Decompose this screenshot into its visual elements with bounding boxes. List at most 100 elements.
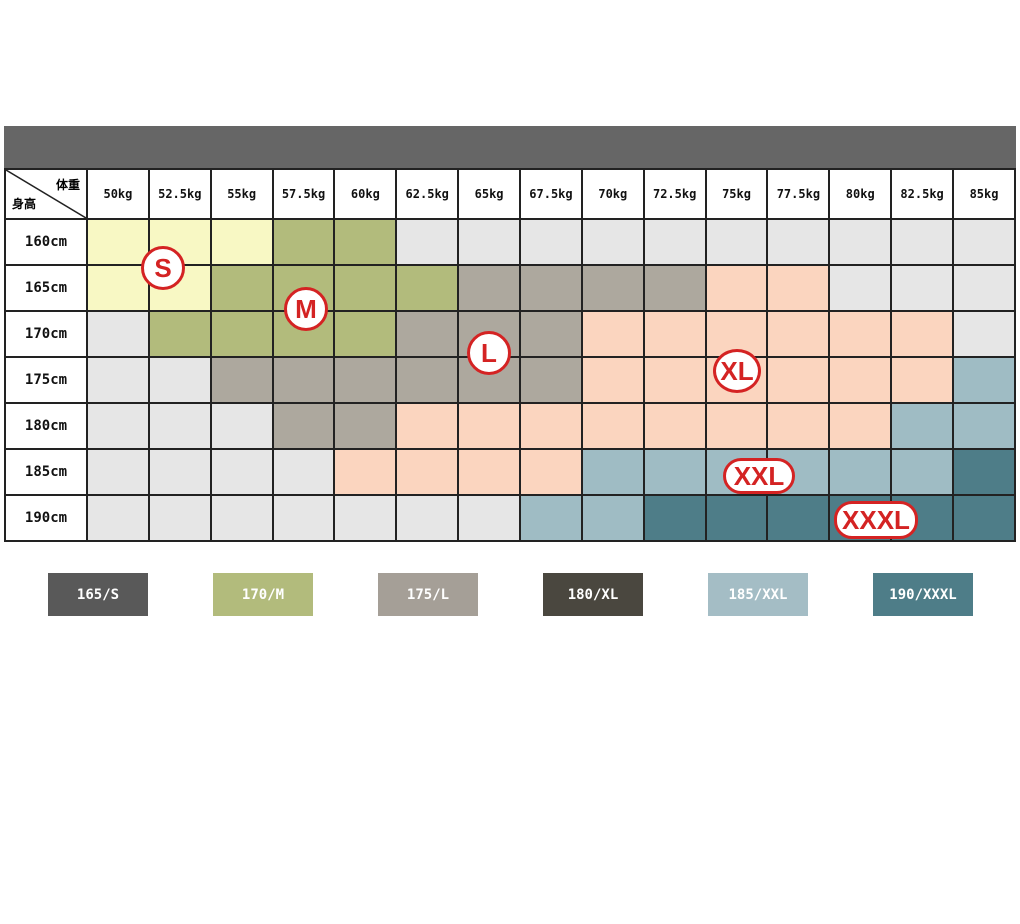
size-cell-xl [766,310,831,358]
height-label: 180cm [4,402,88,450]
weight-header-cell: 75kg [704,168,769,220]
size-cell-m [271,218,336,266]
weight-header-cell: 57.5kg [271,168,336,220]
size-cell-xl [704,264,769,312]
size-cell-none [209,402,274,450]
height-row: 160cm [4,218,1016,266]
weight-axis-label: 体重 [55,178,80,192]
size-cell-none [395,218,460,266]
legend-item: 165/S [48,573,148,616]
size-cell-l [457,356,522,404]
weight-header-cell: 62.5kg [395,168,460,220]
size-cell-none [86,356,150,404]
size-cell-l [271,402,336,450]
size-cell-xl [766,356,831,404]
height-axis-label: 身高 [12,197,37,211]
size-cell-xxl [519,494,583,542]
size-cell-l [271,356,336,404]
size-cell-m [333,310,398,358]
size-cell-xl [642,402,707,450]
size-cell-xl [642,310,707,358]
size-cell-none [147,494,212,542]
size-cell-xl [457,402,522,450]
size-cell-xl [890,356,955,404]
size-cell-none [952,264,1016,312]
size-cell-xl [828,356,893,404]
size-cell-l [395,356,460,404]
weight-header-cell: 52.5kg [147,168,212,220]
size-badge-s: S [141,246,185,290]
weight-header-cell: 55kg [209,168,274,220]
size-cell-none [271,494,336,542]
weight-header-cell: 85kg [952,168,1016,220]
size-cell-xl [704,402,769,450]
header-bar [4,126,1016,168]
size-cell-none [766,218,831,266]
size-cell-l [395,310,460,358]
size-cell-none [271,448,336,496]
size-cell-none [86,402,150,450]
legend-item: 170/M [213,573,313,616]
size-cell-none [147,448,212,496]
size-cell-none [86,310,150,358]
size-cell-xxl [580,448,645,496]
weight-header-cell: 72.5kg [642,168,707,220]
size-cell-m [209,264,274,312]
legend-item: 185/XXL [708,573,808,616]
size-cell-none [642,218,707,266]
size-badge-xl: XL [713,349,761,393]
weight-header-cell: 82.5kg [890,168,955,220]
legend-item: 180/XL [543,573,643,616]
size-cell-s [86,264,150,312]
size-cell-xl [766,264,831,312]
size-cell-xxxl [642,494,707,542]
size-cell-none [86,448,150,496]
corner-diagonal [7,171,85,217]
size-cell-l [642,264,707,312]
size-cell-xl [642,356,707,404]
size-cell-l [457,264,522,312]
height-row: 180cm [4,402,1016,450]
size-cell-xl [580,402,645,450]
size-cell-l [333,356,398,404]
size-badge-xxl: XXL [723,458,795,494]
size-cell-none [86,494,150,542]
size-cell-l [333,402,398,450]
size-cell-xxl [890,448,955,496]
size-cell-xxxl [952,448,1016,496]
size-cell-xl [766,402,831,450]
size-cell-m [209,310,274,358]
size-cell-none [704,218,769,266]
size-cell-xl [890,310,955,358]
size-cell-xl [580,356,645,404]
legend-item: 190/XXXL [873,573,973,616]
size-cell-xl [828,310,893,358]
size-cell-l [209,356,274,404]
height-label: 165cm [4,264,88,312]
weight-header-cell: 70kg [580,168,645,220]
size-cell-xl [828,402,893,450]
size-cell-m [395,264,460,312]
weight-header-cell: 65kg [457,168,522,220]
height-label: 190cm [4,494,88,542]
weight-header-cell: 50kg [86,168,150,220]
size-cell-xl [395,402,460,450]
size-cell-xxl [890,402,955,450]
size-cell-l [519,356,583,404]
size-cell-none [209,494,274,542]
height-label: 160cm [4,218,88,266]
height-label: 175cm [4,356,88,404]
size-cell-none [828,264,893,312]
size-cell-none [890,264,955,312]
size-cell-none [147,402,212,450]
size-cell-none [952,310,1016,358]
height-row: 165cm [4,264,1016,312]
size-cell-xxxl [952,494,1016,542]
size-cell-xxxl [766,494,831,542]
corner-header: 体重 身高 [4,168,88,220]
size-badge-xxxl: XXXL [834,501,918,539]
size-cell-xxl [952,356,1016,404]
size-cell-xl [519,402,583,450]
size-cell-l [519,310,583,358]
size-cell-xxl [580,494,645,542]
